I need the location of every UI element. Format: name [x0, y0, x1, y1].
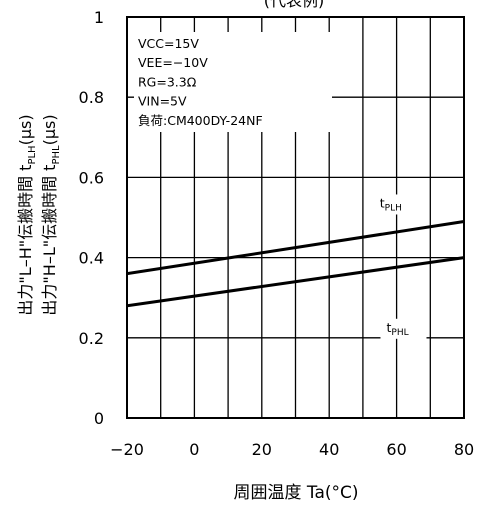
series-label-background [380, 318, 427, 339]
y-axis-label-line: 出力"L–H"伝搬時間 tPLH(μs) [16, 114, 38, 315]
series-line-plh [126, 220, 465, 276]
x-tick-label: 0 [189, 440, 199, 459]
x-tick-label: 40 [319, 440, 339, 459]
y-axis-label: 出力"L–H"伝搬時間 tPLH(μs)出力"H–L"伝搬時間 tPHL(μs) [16, 114, 62, 315]
x-tick-label: 20 [252, 440, 272, 459]
condition-text: RG=3.3Ω [138, 74, 197, 89]
x-tick-label: 60 [386, 440, 406, 459]
y-tick-label: 0.4 [79, 249, 104, 268]
y-tick-label: 0.2 [79, 329, 104, 348]
series-label-plh: tPLH [380, 195, 402, 213]
y-tick-label: 1 [94, 8, 104, 27]
series-label-background [373, 194, 420, 215]
y-axis-label-line: 出力"H–L"伝搬時間 tPHL(μs) [40, 114, 62, 315]
condition-text: VCC=15V [138, 36, 199, 51]
series-labels: tPLH tPHL [373, 194, 427, 339]
y-tick-label: 0.6 [79, 168, 104, 187]
x-tick-labels: −20 0 20 40 60 80 [110, 440, 474, 459]
chart-title: (代表例) [264, 0, 325, 10]
series-lines [126, 220, 465, 308]
x-tick-label: 80 [454, 440, 474, 459]
y-tick-label: 0 [94, 409, 104, 428]
condition-text: 負荷:CM400DY-24NF [138, 113, 263, 128]
conditions-background [134, 32, 332, 132]
conditions-box: VCC=15V VEE=−10V RG=3.3Ω VIN=5V 負荷:CM400DY-2… [134, 32, 332, 132]
series-label-phl: tPHL [386, 320, 408, 338]
y-tick-label: 0.8 [79, 88, 104, 107]
plot-frame [126, 16, 465, 419]
y-tick-labels: 0 0.2 0.4 0.6 0.8 1 [79, 8, 104, 428]
condition-text: VIN=5V [138, 94, 187, 109]
series-line-phl [126, 256, 465, 308]
x-axis-label: 周囲温度 Ta(°C) [233, 483, 358, 503]
x-tick-label: −20 [110, 440, 144, 459]
condition-text: VEE=−10V [138, 55, 208, 70]
